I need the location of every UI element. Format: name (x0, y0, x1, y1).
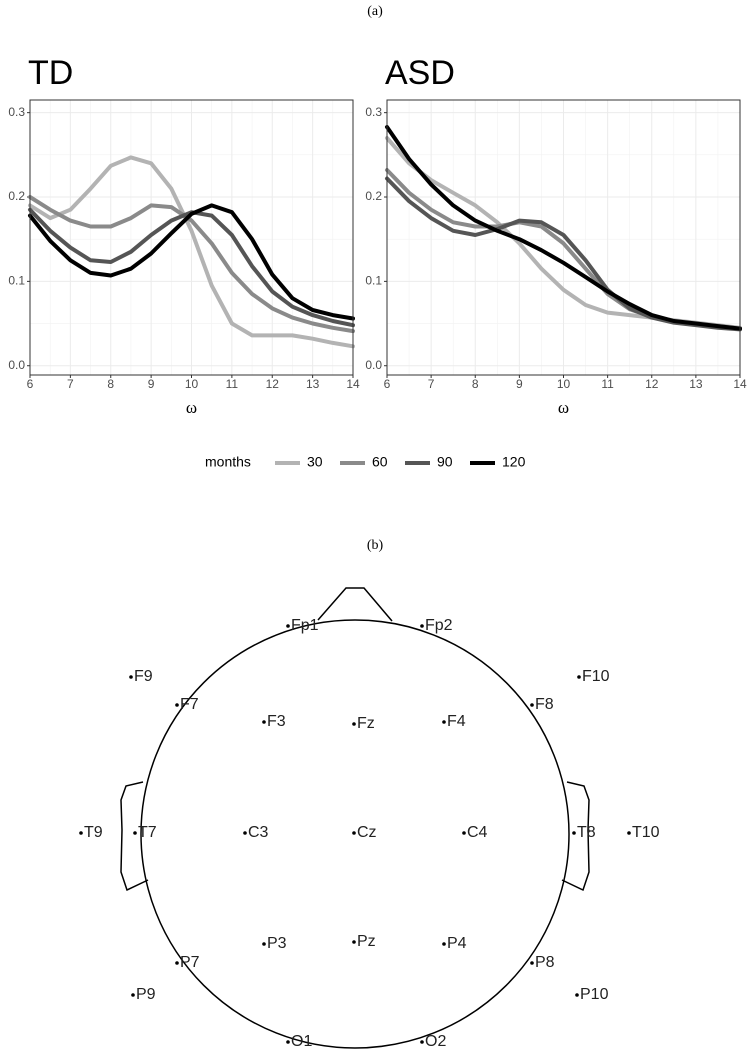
electrode-dot (286, 624, 290, 628)
y-tick-label: 0.0 (8, 358, 25, 372)
electrode-label: O1 (291, 1033, 312, 1050)
x-tick-label: 14 (346, 377, 360, 391)
electrode-dot (577, 675, 581, 679)
series-line (28, 155, 355, 349)
electrode-label: T10 (632, 824, 660, 841)
electrode-dot (462, 831, 466, 835)
x-tick-label: 13 (689, 377, 703, 391)
x-tick-label: 9 (516, 377, 523, 391)
electrode-dot (530, 703, 534, 707)
legend-label: 90 (437, 454, 453, 470)
electrode-label: T9 (84, 824, 103, 841)
x-tick-label: 7 (428, 377, 435, 391)
chart-title: TD (28, 54, 73, 92)
legend-label: 30 (307, 454, 323, 470)
y-tick-label: 0.2 (8, 189, 25, 203)
electrode-dot (352, 722, 356, 726)
x-axis-label: ω (186, 398, 197, 417)
electrode-dot (243, 831, 247, 835)
x-tick-label: 13 (306, 377, 320, 391)
head-outline (140, 619, 570, 1049)
electrode-label: Fz (357, 715, 375, 732)
electrode-label: Cz (357, 824, 377, 841)
electrode-label: T7 (138, 824, 157, 841)
electrode-label: F3 (267, 713, 286, 730)
electrode-dot (352, 831, 356, 835)
electrode-label: F4 (447, 713, 466, 730)
nose (317, 587, 393, 622)
electrode-dot (530, 961, 534, 965)
x-tick-label: 8 (107, 377, 114, 391)
plot-border (386, 99, 741, 376)
electrode-label: F8 (535, 696, 554, 713)
legend-label: 60 (372, 454, 388, 470)
x-tick-label: 10 (557, 377, 571, 391)
y-tick-label: 0.3 (365, 105, 382, 119)
legend-title: months (205, 454, 251, 470)
electrode-dot (572, 831, 576, 835)
x-tick-label: 12 (266, 377, 280, 391)
electrode-dot (129, 675, 133, 679)
electrode-dot (175, 703, 179, 707)
electrode-dot (262, 720, 266, 724)
x-tick-label: 14 (733, 377, 747, 391)
electrode-dot (262, 942, 266, 946)
electrode-dot (175, 961, 179, 965)
electrode-dot (420, 624, 424, 628)
chart-title: ASD (385, 54, 455, 92)
x-tick-label: 6 (27, 377, 34, 391)
x-tick-label: 11 (601, 377, 614, 391)
x-tick-label: 6 (384, 377, 391, 391)
x-tick-label: 11 (226, 377, 239, 391)
y-tick-label: 0.2 (365, 189, 382, 203)
legend-label: 120 (502, 454, 526, 470)
x-tick-label: 10 (185, 377, 199, 391)
electrode-label: P10 (580, 986, 609, 1003)
electrode-label: F10 (582, 668, 610, 685)
electrode-dot (442, 942, 446, 946)
y-tick-label: 0.1 (8, 274, 25, 288)
electrode-label: P8 (535, 954, 555, 971)
right-ear (561, 781, 590, 892)
series-line (28, 195, 355, 334)
series-line (385, 125, 742, 331)
electrode-dot (352, 940, 356, 944)
electrode-label: P3 (267, 935, 287, 952)
electrode-label: F9 (134, 668, 153, 685)
electrode-dot (420, 1040, 424, 1044)
electrode-dot (79, 831, 83, 835)
left-ear (120, 781, 149, 892)
electrode-dot (442, 720, 446, 724)
electrode-label: Pz (357, 933, 376, 950)
x-axis-label: ω (558, 398, 569, 417)
electrode-label: F7 (180, 696, 199, 713)
x-tick-label: 9 (148, 377, 155, 391)
x-tick-label: 7 (67, 377, 74, 391)
electrode-label: Fp2 (425, 617, 453, 634)
plot-border (29, 99, 354, 376)
y-tick-label: 0.1 (365, 274, 382, 288)
panel-label: (b) (367, 538, 384, 553)
electrode-label: P4 (447, 935, 467, 952)
series-line (28, 203, 355, 321)
electrode-label: C4 (467, 824, 488, 841)
y-tick-label: 0.3 (8, 105, 25, 119)
electrode-dot (627, 831, 631, 835)
electrode-label: C3 (248, 824, 269, 841)
x-tick-label: 12 (645, 377, 659, 391)
electrode-label: O2 (425, 1033, 446, 1050)
electrode-label: P9 (136, 986, 156, 1003)
head (120, 587, 590, 1049)
electrode-label: Fp1 (291, 617, 319, 634)
electrode-label: P7 (180, 954, 200, 971)
electrode-dot (575, 993, 579, 997)
electrode-dot (286, 1040, 290, 1044)
x-tick-label: 8 (472, 377, 479, 391)
electrode-dot (131, 993, 135, 997)
electrode-label: T8 (577, 824, 596, 841)
electrode-dot (133, 831, 137, 835)
panel-label: (a) (367, 4, 383, 19)
y-tick-label: 0.0 (365, 358, 382, 372)
